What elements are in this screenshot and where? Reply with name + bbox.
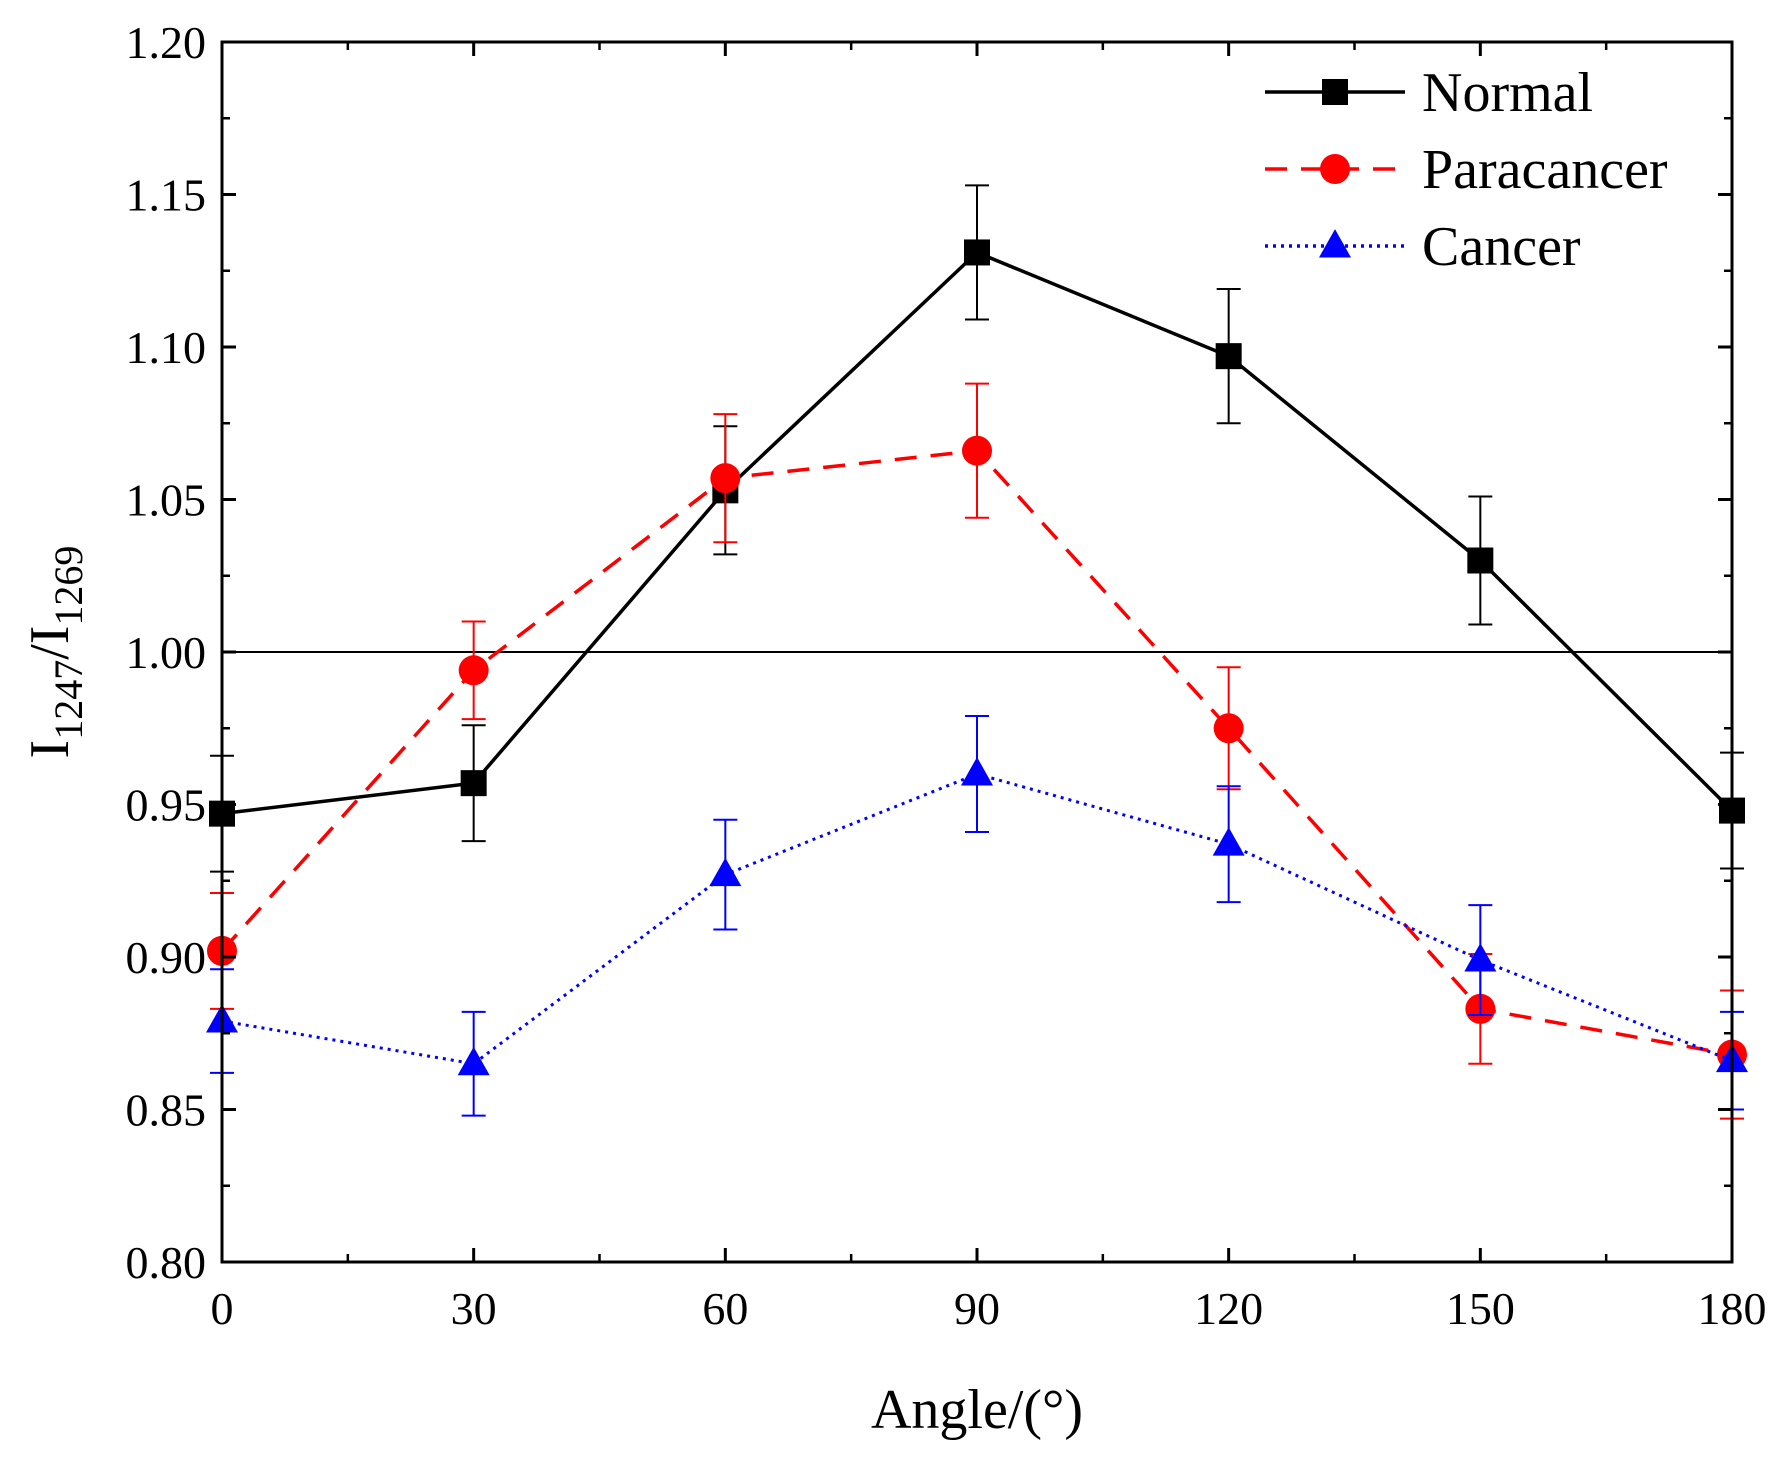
data-point	[710, 463, 740, 493]
data-point	[962, 436, 992, 466]
y-tick-label: 0.95	[126, 780, 207, 831]
legend-item-paracancer: Paracancer	[1265, 139, 1668, 201]
y-tick-label: 0.90	[126, 932, 207, 983]
data-point	[961, 757, 993, 785]
y-tick-label: 1.00	[126, 627, 207, 678]
legend-item-normal: Normal	[1265, 62, 1593, 124]
line-chart: 0.80 0.85 0.90 0.95 1.00 1.05 1.10 1.15 1.20 0 30 6…	[0, 0, 1782, 1453]
data-point	[459, 655, 489, 685]
x-axis-title: Angle/(°)	[871, 1379, 1083, 1441]
legend-item-cancer: Cancer	[1265, 216, 1581, 278]
y-tick-label: 1.15	[126, 170, 207, 221]
y-axis-title: I1247/I1269	[19, 546, 91, 759]
data-point	[1214, 713, 1244, 743]
legend-marker	[1320, 154, 1350, 184]
chart-container: 0.80 0.85 0.90 0.95 1.00 1.05 1.10 1.15 1.20 0 30 6…	[0, 0, 1782, 1453]
legend-label: Cancer	[1422, 216, 1581, 278]
data-point	[458, 1047, 490, 1075]
x-tick-label: 90	[954, 1283, 1000, 1334]
x-tick-label: 0	[211, 1283, 234, 1334]
data-point	[1216, 343, 1242, 369]
y-axis-title-subscript: 1269	[46, 546, 91, 626]
y-axis-title-subscript: 1247	[46, 660, 91, 740]
y-axis-title-part: I	[19, 626, 81, 645]
data-point	[1464, 943, 1496, 971]
x-tick-label: 120	[1194, 1283, 1263, 1334]
data-point	[461, 770, 487, 796]
data-point	[1467, 548, 1493, 574]
series-cancer	[206, 716, 1748, 1116]
data-point	[709, 858, 741, 886]
legend-label: Paracancer	[1422, 139, 1668, 201]
legend-marker	[1322, 79, 1348, 105]
y-tick-label: 0.85	[126, 1085, 207, 1136]
x-tick-label: 60	[702, 1283, 748, 1334]
y-tick-label: 1.20	[126, 17, 207, 68]
y-axis-title-part: I	[19, 740, 81, 759]
y-tick-label: 1.10	[126, 322, 207, 373]
x-tick-label: 30	[451, 1283, 497, 1334]
y-tick-label: 0.80	[126, 1237, 207, 1288]
y-axis-title-part: /	[19, 644, 81, 660]
data-point	[964, 239, 990, 265]
x-tick-label: 150	[1446, 1283, 1515, 1334]
y-tick-label: 1.05	[126, 475, 207, 526]
legend-label: Normal	[1422, 62, 1593, 124]
x-tick-label: 180	[1698, 1283, 1767, 1334]
legend-marker	[1319, 229, 1351, 257]
